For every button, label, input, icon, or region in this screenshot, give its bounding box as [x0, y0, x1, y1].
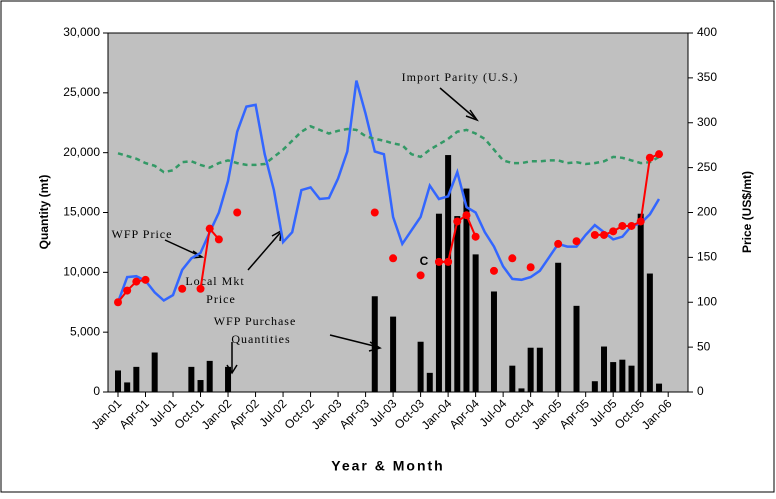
y2-tick-label: 150: [697, 250, 717, 264]
price-dot: [618, 221, 627, 230]
bar: [454, 216, 461, 392]
price-dot: [453, 217, 462, 226]
y-tick-label: 0: [93, 384, 100, 398]
bar: [591, 381, 598, 392]
y2-tick-label: 50: [697, 339, 711, 353]
annotations: Import Parity (U.S.) WFP Price Local Mkt Pr…: [112, 70, 519, 346]
bar: [151, 352, 158, 392]
price-dot: [370, 208, 379, 217]
price-dot: [508, 254, 517, 263]
price-dot: [600, 230, 609, 239]
y-tick-label: 15,000: [63, 205, 100, 219]
y-tick-label: 30,000: [63, 25, 100, 39]
price-line: [117, 124, 660, 174]
bar: [390, 316, 397, 392]
price-dot: [655, 150, 664, 159]
y2-tick-label: 0: [697, 384, 704, 398]
price-dot: [114, 298, 122, 307]
price-dot: [590, 230, 599, 239]
price-dot: [389, 254, 398, 263]
annotation: Quantities: [231, 332, 290, 346]
annotation: Import Parity (U.S.): [402, 70, 519, 84]
price-dot: [416, 271, 425, 280]
bar: [426, 372, 433, 392]
annotation: WFP Purchase: [214, 314, 297, 328]
plot-area: [107, 32, 689, 393]
y2-axis-title: Price (US$/mt): [740, 171, 754, 253]
price-dot: [214, 235, 223, 244]
x-axis-title: Year & Month: [331, 458, 444, 474]
annotation: Local Mkt: [185, 274, 244, 288]
bar: [188, 366, 195, 392]
bar: [610, 362, 617, 392]
y2-tick-label: 350: [697, 70, 717, 84]
price-dot: [434, 257, 443, 266]
bar: [646, 273, 653, 392]
bar: [124, 382, 131, 392]
bar: [371, 296, 378, 392]
bar: [206, 360, 213, 392]
price-dot: [141, 275, 150, 284]
bar: [656, 383, 663, 392]
bar: [197, 380, 204, 392]
y-tick-label: 20,000: [63, 145, 100, 159]
bar: [628, 365, 635, 392]
bar: [225, 366, 232, 392]
bar: [472, 254, 479, 392]
y2-tick-label: 300: [697, 115, 717, 129]
bar: [573, 305, 580, 392]
bar: [619, 359, 626, 392]
y2-tick-label: 100: [697, 294, 717, 308]
price-dot: [196, 284, 205, 293]
price-dot: [609, 227, 618, 236]
bar: [133, 366, 140, 392]
price-dot: [132, 277, 141, 286]
price-dot: [636, 217, 645, 226]
y-tick-label: 10,000: [63, 265, 100, 279]
y2-tick-label: 400: [697, 25, 717, 39]
bar: [536, 347, 543, 392]
price-dot: [178, 284, 187, 293]
bar: [527, 347, 534, 392]
bar: [601, 346, 608, 392]
bar: [518, 388, 525, 392]
bar: [637, 213, 644, 392]
price-dot: [233, 208, 242, 217]
y-tick-label: 5,000: [70, 324, 100, 338]
price-dot: [205, 224, 214, 233]
price-dot: [554, 239, 563, 248]
y-tick-label: 25,000: [63, 85, 100, 99]
annotation: WFP Price: [112, 227, 173, 241]
bar: [417, 341, 424, 392]
bar: [463, 188, 470, 392]
bar: [509, 365, 516, 392]
bar: [445, 155, 452, 392]
price-dot: [645, 153, 654, 162]
y-axis-title: Quantity (mt): [37, 175, 51, 250]
annotation: C: [420, 254, 429, 268]
price-dot: [462, 211, 471, 220]
price-dot: [444, 257, 453, 266]
bar: [490, 291, 497, 392]
annotation: Price: [206, 292, 236, 306]
price-dot: [489, 266, 498, 275]
price-dot: [526, 263, 535, 272]
price-dot: [627, 221, 636, 230]
price-dot: [572, 237, 581, 246]
y2-tick-label: 250: [697, 160, 717, 174]
price-dot: [123, 286, 132, 295]
bar: [555, 262, 562, 392]
bar: [435, 213, 442, 392]
bar: [115, 370, 121, 392]
y2-tick-label: 200: [697, 205, 717, 219]
price-dot: [471, 232, 480, 241]
